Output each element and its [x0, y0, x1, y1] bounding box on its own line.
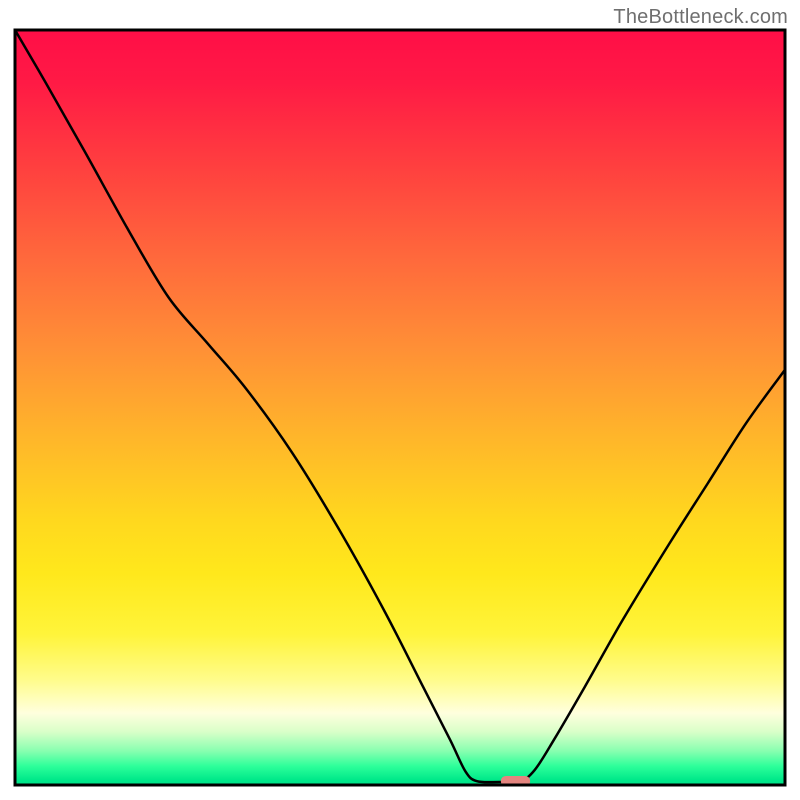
watermark-label: TheBottleneck.com: [613, 6, 788, 29]
bottleneck-chart: [0, 0, 800, 800]
chart-container: TheBottleneck.com: [0, 0, 800, 800]
plot-background: [15, 30, 785, 785]
